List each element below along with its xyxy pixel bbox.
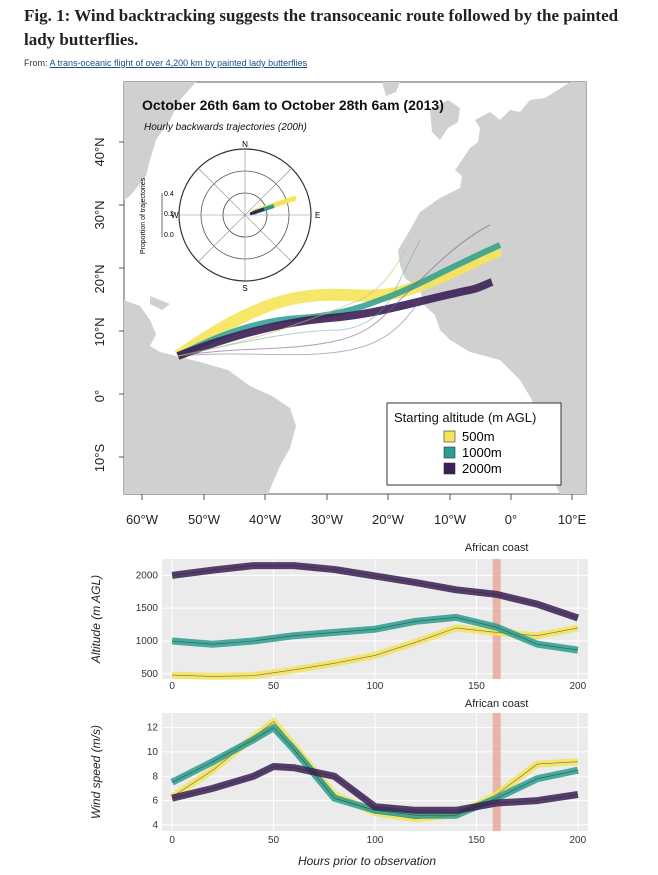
longitude-ticks [141,494,573,500]
legend-label-1000m: 1000m [462,445,502,460]
map-title: October 26th 6am to October 28th 6am (20… [142,97,444,113]
map-panel: 40°N 30°N 20°N 10°N 0° 10°S 60°W 50°W 40… [92,81,587,527]
polar-bar-2000m [249,207,265,216]
legend-swatch-500m [443,430,456,443]
map-subtitle: Hourly backwards trajectories (200h) [144,122,307,133]
y-tick-label: 1000 [136,636,159,647]
lon-label: 10°W [434,512,467,527]
caribbean-islands [150,296,170,310]
lon-label: 40°W [249,512,282,527]
trajectory-2000m [176,278,494,360]
annotation-african-coast: African coast [465,542,529,554]
lat-label: 40°N [92,137,107,166]
north-america-land [124,82,196,200]
polar-ylabel: Proportion of trajectories [140,177,147,254]
y-tick-label: 6 [152,796,158,807]
series-line-2000m [172,766,578,811]
legend-swatch-1000m [443,446,456,459]
trajectory-500m [174,244,503,361]
lon-label: 50°W [188,512,221,527]
map-legend: Starting altitude (m AGL) 500m 1000m 200… [386,402,562,486]
series-line-2000m [172,565,578,619]
lon-label: 10°E [558,512,587,527]
altitude-chart: 0 50 100 150 200 500 1000 1500 2000 African coast… [89,542,588,692]
longitude-labels: 60°W 50°W 40°W 30°W 20°W 10°W 0° 10°E [126,512,586,527]
lon-label: 60°W [126,512,159,527]
trajectory-1000m [176,242,502,359]
figure-source: From: A trans-oceanic flight of over 4,2… [24,58,307,68]
x-tick-label: 100 [367,681,384,692]
legend-label-500m: 500m [462,429,495,444]
wind-speed-chart: 0 50 100 150 200 4 6 8 10 12 African coast Wind spe… [89,698,588,868]
legend-label-2000m: 2000m [462,461,502,476]
x-tick-label: 0 [169,681,175,692]
lat-label: 30°N [92,200,107,229]
lon-label: 20°W [372,512,405,527]
polar-tick: 0.2 [164,211,174,218]
compass-n: N [242,140,248,149]
series-line-1000m [172,617,578,651]
lat-label: 20°N [92,264,107,293]
land-masses [124,82,586,494]
from-label: From: [24,58,48,68]
y-tick-label: 10 [147,747,159,758]
polar-tick: 0.4 [164,191,174,198]
y-axis-label: Wind speed (m/s) [89,725,103,819]
x-tick-label: 0 [169,835,175,846]
y-tick-label: 4 [152,820,158,831]
y-tick-label: 1500 [136,603,159,614]
legend-swatch-2000m [443,462,456,475]
x-tick-label: 150 [468,835,485,846]
latitude-labels: 40°N 30°N 20°N 10°N 0° 10°S [92,137,107,472]
x-tick-label: 50 [268,681,280,692]
lat-label: 10°N [92,317,107,346]
x-tick-label: 50 [268,835,280,846]
annotation-african-coast: African coast [465,698,529,710]
compass-s: S [242,284,247,293]
lat-label: 10°S [92,444,107,473]
lon-label: 30°W [311,512,344,527]
y-tick-label: 2000 [136,570,159,581]
y-tick-label: 8 [152,771,158,782]
africa-europe-land [398,82,586,494]
iberia-land [430,100,460,140]
x-tick-label: 200 [570,681,587,692]
y-tick-label: 12 [147,723,159,734]
legend-title: Starting altitude (m AGL) [394,410,536,425]
trajectories [174,224,503,361]
lon-label: 0° [505,512,517,527]
african-coast-marker [492,713,501,831]
x-tick-label: 150 [468,681,485,692]
latitude-ticks [119,141,124,458]
x-axis-label: Hours prior to observation [298,854,436,868]
y-axis-label: Altitude (m AGL) [89,575,103,664]
y-tick-label: 500 [141,669,158,680]
figure-title: Fig. 1: Wind backtracking suggests the t… [24,6,619,49]
south-america-land [124,300,296,494]
compass-w: W [171,211,179,220]
african-coast-marker [492,559,501,679]
x-tick-label: 200 [570,835,587,846]
compass-e: E [315,211,320,220]
polar-tick: 0.0 [164,232,174,239]
british-isles-land [382,82,400,96]
lat-label: 0° [92,390,107,402]
polar-inset: N S E W 0.4 0.2 0.0 Proportion of trajec… [140,140,320,293]
source-link[interactable]: A trans-oceanic flight of over 4,200 km … [49,58,308,68]
x-tick-label: 100 [367,835,384,846]
series-line-1000m [171,727,578,816]
